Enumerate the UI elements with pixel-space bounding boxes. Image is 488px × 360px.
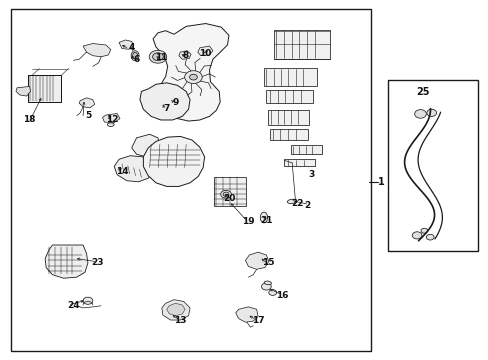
Text: 4: 4	[128, 43, 135, 52]
Circle shape	[426, 109, 436, 116]
Text: 25: 25	[416, 87, 429, 98]
Circle shape	[420, 228, 427, 233]
Text: 13: 13	[174, 315, 186, 324]
Text: 15: 15	[261, 258, 274, 267]
Circle shape	[189, 74, 197, 80]
Text: 16: 16	[276, 291, 288, 300]
Text: 20: 20	[223, 194, 235, 203]
Circle shape	[411, 232, 421, 239]
Bar	[273, 30, 329, 59]
Polygon shape	[83, 44, 111, 57]
Text: 19: 19	[242, 217, 254, 226]
Polygon shape	[16, 86, 30, 96]
Circle shape	[152, 53, 163, 61]
Bar	[28, 75, 61, 102]
Bar	[269, 129, 307, 140]
Bar	[266, 90, 312, 103]
Polygon shape	[79, 98, 95, 108]
Bar	[264, 68, 317, 86]
Circle shape	[223, 192, 228, 197]
Polygon shape	[140, 83, 190, 120]
Text: 11: 11	[154, 53, 167, 62]
Polygon shape	[114, 156, 153, 182]
Text: 23: 23	[91, 258, 103, 267]
Ellipse shape	[132, 53, 137, 59]
Text: 18: 18	[23, 116, 36, 125]
Text: 21: 21	[260, 216, 272, 225]
Ellipse shape	[264, 281, 271, 285]
Circle shape	[83, 297, 93, 304]
Text: 10: 10	[199, 49, 211, 58]
Polygon shape	[102, 113, 120, 122]
Polygon shape	[162, 300, 190, 320]
Text: 14: 14	[116, 167, 128, 176]
Circle shape	[184, 71, 202, 84]
Polygon shape	[245, 252, 268, 269]
Polygon shape	[166, 303, 185, 316]
Polygon shape	[179, 51, 191, 59]
Text: 24: 24	[67, 301, 80, 310]
Ellipse shape	[107, 123, 114, 126]
Ellipse shape	[169, 99, 178, 104]
Ellipse shape	[287, 199, 296, 204]
Text: 5: 5	[84, 111, 91, 120]
Bar	[214, 177, 245, 206]
Polygon shape	[198, 46, 212, 56]
Text: 3: 3	[308, 170, 314, 179]
Bar	[290, 145, 322, 154]
Circle shape	[149, 50, 166, 63]
Polygon shape	[143, 136, 204, 186]
Text: 12: 12	[106, 116, 118, 125]
Text: 22: 22	[290, 199, 303, 208]
Bar	[11, 9, 370, 351]
Polygon shape	[153, 23, 228, 121]
Polygon shape	[235, 307, 258, 322]
Ellipse shape	[260, 212, 267, 223]
Polygon shape	[131, 134, 159, 157]
Polygon shape	[45, 245, 88, 278]
Circle shape	[261, 283, 271, 290]
Text: 6: 6	[133, 55, 140, 64]
Polygon shape	[119, 40, 133, 49]
Circle shape	[414, 110, 426, 118]
Circle shape	[426, 234, 433, 240]
Text: 8: 8	[182, 51, 188, 60]
Circle shape	[268, 290, 276, 296]
Circle shape	[220, 190, 231, 198]
Text: 9: 9	[172, 98, 178, 107]
Text: 17: 17	[251, 315, 264, 324]
Text: 7: 7	[163, 104, 169, 113]
Bar	[267, 110, 308, 125]
Text: 2: 2	[304, 201, 310, 210]
Bar	[387, 80, 477, 251]
Ellipse shape	[131, 51, 139, 61]
Text: 1: 1	[377, 177, 384, 187]
Bar	[284, 159, 314, 166]
